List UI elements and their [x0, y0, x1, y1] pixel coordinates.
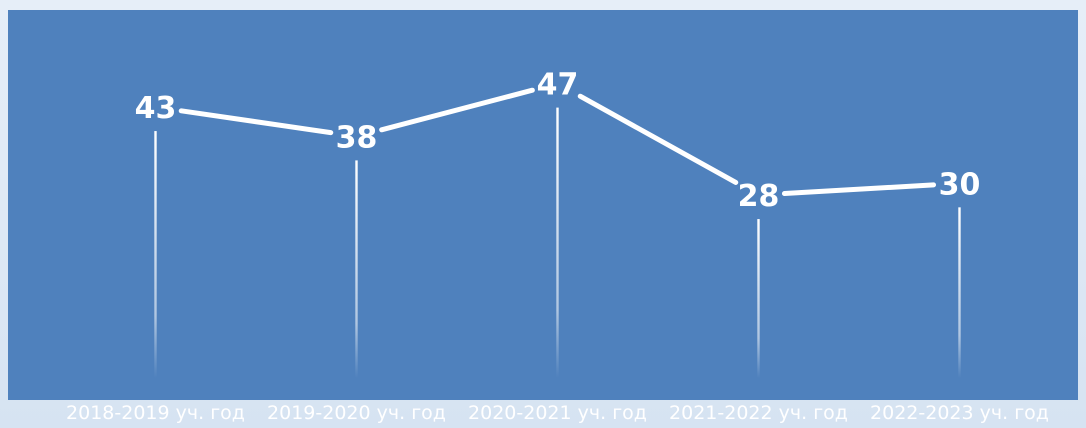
data-label: 43	[135, 91, 177, 126]
drop-line	[757, 219, 760, 378]
series-segment	[379, 87, 535, 133]
drop-line	[958, 207, 961, 378]
data-label: 47	[537, 68, 579, 103]
data-label: 28	[738, 179, 780, 214]
data-label: 30	[939, 167, 981, 202]
drop-lines	[154, 107, 961, 378]
category-axis-labels: 2018-2019 уч. год 2019-2020 уч. год 2020-2…	[66, 402, 1049, 424]
category-label: 2019-2020 уч. год	[267, 402, 446, 424]
category-label: 2021-2022 уч. год	[669, 402, 848, 424]
data-labels: 43 38 47 28 30	[135, 68, 981, 214]
category-label: 2018-2019 уч. год	[66, 402, 245, 424]
drop-line	[154, 131, 157, 378]
category-label: 2022-2023 уч. год	[870, 402, 1049, 424]
series-segment	[781, 182, 937, 197]
category-label: 2020-2021 уч. год	[468, 402, 647, 424]
data-label: 38	[336, 120, 378, 155]
drop-line	[355, 160, 358, 378]
drop-line	[556, 107, 559, 378]
chart-plot-area	[8, 10, 1078, 400]
series-segment	[577, 93, 739, 185]
series-segment	[178, 108, 334, 136]
series-line	[178, 87, 937, 197]
